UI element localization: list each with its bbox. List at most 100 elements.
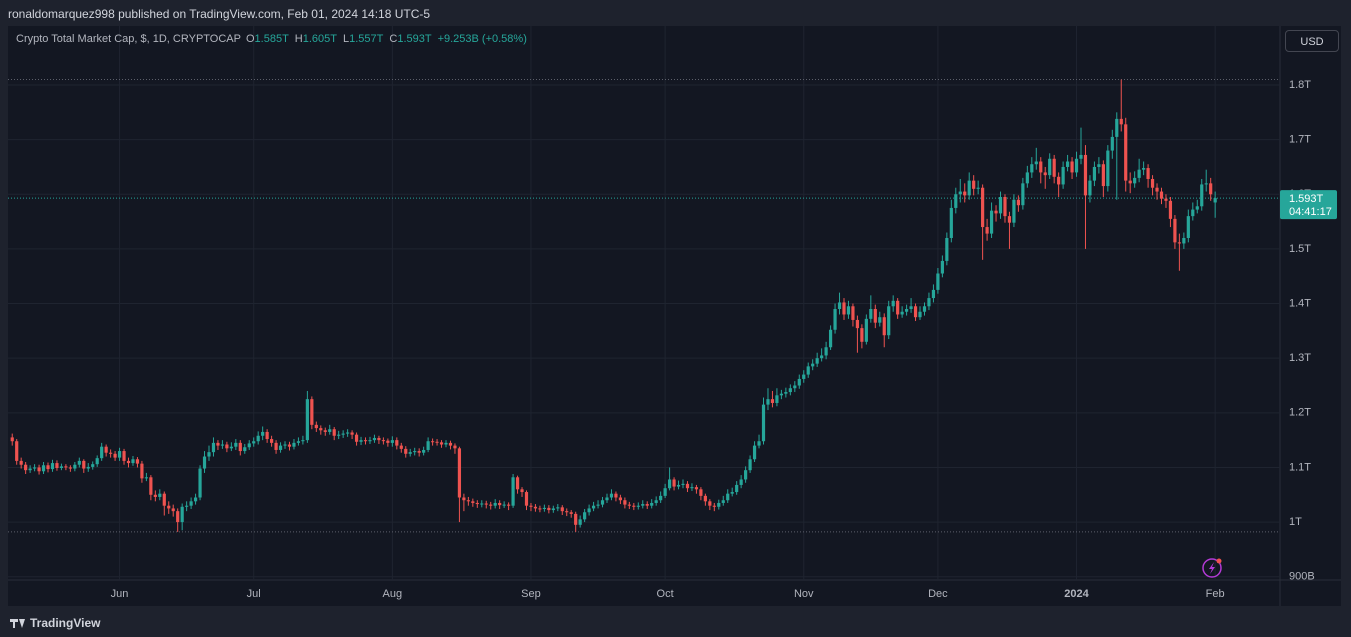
candle-body: [86, 466, 90, 469]
candle-body: [1191, 209, 1195, 217]
candle-body: [967, 180, 971, 196]
candle-body: [878, 317, 882, 323]
ohlc-value: 1.593T: [397, 33, 432, 45]
candle-body: [824, 347, 828, 356]
candle-body: [430, 441, 435, 443]
candle-body: [515, 477, 520, 490]
candle-body: [1155, 187, 1159, 192]
candle-body: [10, 437, 14, 442]
candle-body: [972, 180, 976, 189]
candle-body: [444, 442, 448, 445]
candle-body: [891, 300, 895, 307]
y-tick-label: 1.8T: [1289, 79, 1311, 91]
candle-body: [1021, 183, 1025, 206]
candle-body: [377, 437, 381, 441]
candle-body: [287, 444, 292, 447]
candle-body: [466, 500, 470, 502]
candle-body: [721, 500, 725, 503]
candle-body: [654, 500, 658, 503]
candle-body: [1048, 158, 1052, 176]
x-tick-label: Nov: [794, 588, 814, 600]
candle-body: [770, 399, 775, 403]
candle-body: [363, 440, 368, 442]
candle-body: [547, 507, 551, 511]
candle-body: [1052, 158, 1056, 177]
candle-body: [833, 309, 837, 330]
lightning-icon[interactable]: [1202, 558, 1222, 578]
candle-body: [578, 519, 582, 525]
candle-body: [981, 187, 985, 228]
candle-body: [32, 467, 37, 469]
candle-body: [77, 460, 81, 465]
candle-body: [623, 500, 627, 505]
candle-body: [1142, 168, 1146, 170]
candle-body: [19, 460, 23, 465]
candle-body: [511, 477, 515, 506]
candle-body: [1088, 180, 1092, 196]
candle-body: [91, 464, 95, 467]
candle-body: [1137, 169, 1141, 178]
candle-body: [641, 504, 645, 506]
candle-body: [59, 466, 64, 468]
candle-body: [301, 440, 305, 442]
candle-body: [1159, 191, 1164, 199]
candle-body: [1016, 199, 1020, 206]
candle-body: [860, 328, 864, 342]
candle-body: [1164, 198, 1168, 201]
candle-body: [158, 493, 162, 497]
candle-body: [998, 197, 1003, 214]
candle-body: [909, 306, 913, 310]
candle-body: [1106, 150, 1110, 187]
candle-body: [256, 435, 260, 442]
candle-body: [220, 444, 225, 446]
candle-body: [811, 363, 815, 367]
candle-body: [1213, 198, 1217, 203]
y-tick-label: 1.2T: [1289, 407, 1311, 419]
candle-body: [913, 306, 918, 318]
last-price-label: 1.593T: [1289, 193, 1324, 205]
candle-body: [507, 504, 511, 506]
candle-body: [855, 319, 860, 329]
candle-body: [618, 497, 623, 501]
candle-body: [569, 512, 573, 514]
candle-body: [390, 440, 394, 443]
candle-body: [945, 237, 949, 261]
candle-body: [918, 311, 922, 318]
candle-body: [837, 302, 842, 310]
candle-body: [779, 393, 783, 396]
candle-body: [332, 429, 336, 436]
candle-body: [202, 456, 207, 469]
symbol-title: Crypto Total Market Cap, $, 1D, CRYPTOCA…: [16, 33, 241, 45]
candle-body: [542, 507, 546, 509]
candle-body: [162, 493, 166, 506]
candle-body: [68, 467, 72, 469]
tradingview-logo: [10, 619, 25, 628]
candle-body: [994, 210, 998, 214]
candle-body: [560, 507, 564, 512]
candle-body: [493, 502, 497, 506]
candle-body: [314, 424, 318, 429]
x-tick-label: Dec: [928, 588, 948, 600]
candle-body: [1065, 161, 1070, 167]
candle-body: [574, 513, 578, 525]
countdown: 04:41:17: [1289, 206, 1332, 218]
candle-body: [265, 431, 269, 440]
candle-body: [328, 429, 332, 432]
candle-body: [1101, 164, 1105, 187]
candle-body: [958, 191, 962, 195]
candle-body: [1003, 197, 1007, 217]
ohlc-key: H: [294, 33, 303, 45]
candle-body: [238, 442, 242, 452]
y-tick-label: 1.5T: [1289, 243, 1311, 255]
currency-button[interactable]: USD: [1285, 30, 1339, 52]
candle-body: [869, 309, 873, 319]
candle-body: [368, 440, 372, 442]
candle-body: [551, 508, 555, 511]
publish-header: ronaldomarquez998 published on TradingVi…: [8, 7, 431, 21]
x-tick-label: Jul: [247, 588, 261, 600]
candle-body: [900, 311, 904, 315]
candle-body: [1097, 164, 1101, 167]
candle-body: [940, 260, 944, 274]
candle-body: [15, 441, 19, 461]
